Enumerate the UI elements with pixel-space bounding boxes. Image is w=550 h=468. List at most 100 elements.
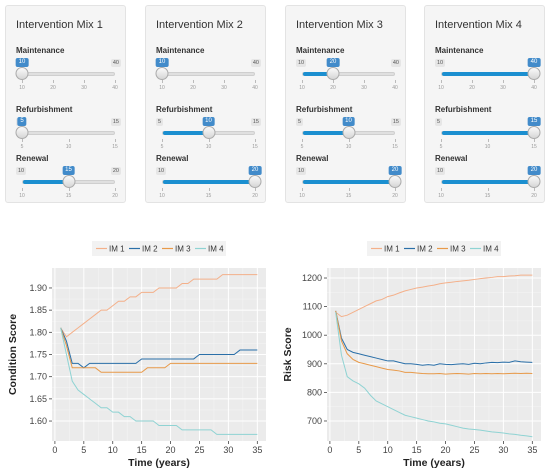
- slider-handle[interactable]: [326, 67, 340, 80]
- slider-fill: [303, 131, 350, 135]
- y-tick-label: 1.70: [29, 372, 47, 382]
- slider-tick-label: 20: [330, 85, 336, 91]
- slider-value-label: 15: [62, 166, 75, 175]
- refurbishment-slider[interactable]: Refurbishment 5 15 10 5 10 15: [146, 105, 267, 155]
- slider-tick-mark: [395, 188, 396, 191]
- slider-tick-mark: [395, 80, 396, 83]
- slider-handle[interactable]: [527, 175, 541, 188]
- series-line-im-2: [335, 310, 533, 366]
- slider-label: Renewal: [16, 154, 49, 163]
- y-tick-label: 1.80: [29, 327, 47, 337]
- y-tick-label: 900: [307, 359, 322, 369]
- slider-tick-mark: [115, 188, 116, 191]
- slider-tick-label: 10: [438, 193, 444, 199]
- slider-tick-label: 20: [190, 85, 196, 91]
- slider-track[interactable]: [441, 180, 535, 184]
- slider-handle[interactable]: [248, 175, 262, 188]
- slider-tick-mark: [302, 80, 303, 83]
- series-line-im-4: [60, 327, 258, 435]
- slider-tick-label: 15: [531, 144, 537, 150]
- refurbishment-slider[interactable]: Refurbishment515551015: [6, 105, 127, 155]
- slider-tick-mark: [302, 188, 303, 191]
- legend-label-2: IM 2: [142, 245, 158, 254]
- maintenance-slider[interactable]: Maintenance10401010203040: [146, 46, 267, 96]
- renewal-slider[interactable]: Renewal102020101520: [425, 154, 546, 204]
- refurbishment-slider[interactable]: Refurbishment 5 15 10 5 10 15: [286, 105, 407, 155]
- slider-track[interactable]: [302, 72, 395, 76]
- maintenance-slider[interactable]: Maintenance10404010203040: [425, 46, 546, 96]
- slider-track[interactable]: [22, 131, 115, 135]
- risk-score-chart: IM 1 IM 2 IM 3 IM 4 0 5 10 15 20 25 30 35 700 800 900 1…: [282, 241, 541, 468]
- slider-handle[interactable]: [388, 175, 402, 188]
- legend-label-3: IM 3: [450, 245, 466, 254]
- intervention-mix-panel-4: Intervention Mix 4 Maintenance 10 40 40 10 20 3…: [424, 5, 545, 203]
- slider-handle[interactable]: [15, 67, 29, 80]
- slider-tick-mark: [162, 188, 163, 191]
- legend-box: [367, 241, 501, 256]
- slider-tick-mark: [53, 80, 54, 83]
- renewal-slider[interactable]: Renewal102020101520: [146, 154, 267, 204]
- slider-handle[interactable]: [527, 126, 541, 139]
- slider-tick-label: 30: [500, 85, 506, 91]
- slider-handle[interactable]: [15, 126, 29, 139]
- panel-title: Intervention Mix 4: [435, 19, 522, 31]
- y-tick-label: 1.65: [29, 394, 47, 404]
- slider-tick-mark: [22, 188, 23, 191]
- slider-handle[interactable]: [527, 67, 541, 80]
- refurbishment-slider[interactable]: Refurbishment5151551015: [425, 105, 546, 155]
- slider-tick-mark: [534, 80, 535, 83]
- slider-tick-label: 10: [484, 144, 491, 150]
- maintenance-slider[interactable]: Maintenance 10 40 20 10 20 30 40: [286, 46, 407, 96]
- slider-handle[interactable]: [155, 67, 169, 80]
- slider-track[interactable]: [441, 131, 535, 135]
- series-line-im-1: [335, 274, 533, 318]
- slider-max-label: 40: [110, 59, 121, 67]
- slider-tick-label: 15: [484, 193, 491, 199]
- slider-tick-label: 20: [252, 193, 258, 199]
- slider-fill: [442, 131, 535, 135]
- slider-tick-label: 10: [299, 193, 305, 199]
- slider-label: Refurbishment: [156, 105, 213, 114]
- legend-label-1: IM 1: [384, 245, 400, 254]
- slider-tick-mark: [22, 80, 23, 83]
- slider-track[interactable]: [302, 180, 396, 184]
- slider-handle[interactable]: [342, 126, 355, 139]
- legend-label-4: IM 4: [483, 245, 499, 254]
- slider-tick-mark: [487, 188, 489, 191]
- slider-track[interactable]: [22, 72, 115, 76]
- slider-label: Maintenance: [16, 46, 65, 55]
- slider-tick-mark: [208, 188, 210, 191]
- slider-value-label: 40: [527, 58, 541, 67]
- slider-min-label: 10: [296, 167, 307, 175]
- x-tick-label: 20: [441, 445, 451, 455]
- slider-tick-mark: [441, 139, 442, 142]
- slider-tick-mark: [162, 139, 163, 142]
- slider-track[interactable]: [162, 72, 255, 76]
- maintenance-slider[interactable]: Maintenance10401010203040: [6, 46, 127, 96]
- slider-tick-mark: [115, 80, 116, 83]
- slider-tick-label: 15: [65, 193, 72, 199]
- slider-tick-label: 5: [20, 144, 24, 150]
- slider-value-label: 5: [17, 117, 27, 126]
- slider-track[interactable]: [441, 72, 535, 76]
- slider-tick-mark: [441, 188, 442, 191]
- slider-tick-label: 15: [345, 193, 352, 199]
- slider-tick-label: 10: [345, 144, 352, 150]
- legend-label-3: IM 3: [175, 245, 191, 254]
- slider-tick-label: 40: [531, 85, 537, 91]
- slider-max-label: 20: [110, 167, 121, 175]
- slider-tick-label: 10: [205, 144, 212, 150]
- slider-tick-label: 20: [392, 193, 398, 199]
- slider-handle[interactable]: [62, 175, 75, 188]
- x-tick-label: 30: [223, 445, 233, 455]
- slider-tick-label: 15: [252, 144, 258, 150]
- slider-track[interactable]: [162, 180, 256, 184]
- slider-tick-label: 30: [81, 85, 87, 91]
- slider-tick-mark: [441, 80, 442, 83]
- renewal-slider[interactable]: Renewal102020101520: [286, 154, 407, 204]
- x-tick-label: 10: [108, 445, 118, 455]
- renewal-slider[interactable]: Renewal 10 20 15 10 15 20: [6, 154, 127, 204]
- slider-handle[interactable]: [202, 126, 215, 139]
- slider-value-label: 20: [388, 166, 402, 175]
- slider-tick-label: 5: [439, 144, 443, 150]
